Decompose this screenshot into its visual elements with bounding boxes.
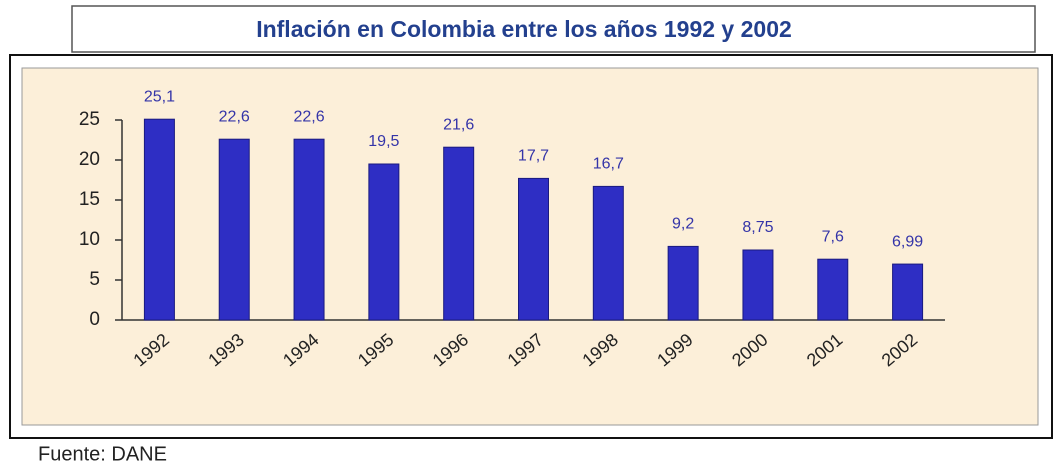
y-tick-label: 10 bbox=[79, 229, 100, 250]
value-label: 9,2 bbox=[672, 216, 694, 233]
bar bbox=[892, 263, 924, 321]
bar bbox=[817, 258, 849, 321]
bar bbox=[592, 185, 624, 321]
chart-title: Inflación en Colombia entre los años 199… bbox=[256, 16, 792, 42]
value-label: 17,7 bbox=[518, 148, 549, 165]
y-tick-label: 0 bbox=[89, 309, 100, 330]
bar bbox=[667, 245, 699, 321]
value-label: 8,75 bbox=[742, 219, 773, 236]
y-tick-label: 15 bbox=[79, 189, 100, 210]
title-box bbox=[71, 5, 1036, 53]
bar bbox=[368, 163, 400, 321]
bar bbox=[143, 118, 175, 321]
y-tick-label: 5 bbox=[89, 269, 100, 290]
bar bbox=[518, 177, 549, 321]
source-note: Fuente: DANE bbox=[38, 443, 167, 465]
bar bbox=[443, 146, 475, 321]
y-tick-label: 20 bbox=[79, 149, 100, 170]
bar bbox=[293, 138, 325, 321]
value-label: 7,6 bbox=[822, 228, 844, 245]
value-label: 22,6 bbox=[293, 108, 324, 125]
value-label: 22,6 bbox=[219, 108, 250, 125]
bar bbox=[218, 138, 250, 321]
value-label: 21,6 bbox=[443, 116, 474, 133]
bar bbox=[742, 249, 774, 321]
value-label: 25,1 bbox=[144, 88, 175, 105]
value-label: 16,7 bbox=[593, 156, 624, 173]
value-label: 6,99 bbox=[892, 233, 923, 250]
y-tick-label: 25 bbox=[79, 109, 100, 130]
value-label: 19,5 bbox=[368, 133, 399, 150]
